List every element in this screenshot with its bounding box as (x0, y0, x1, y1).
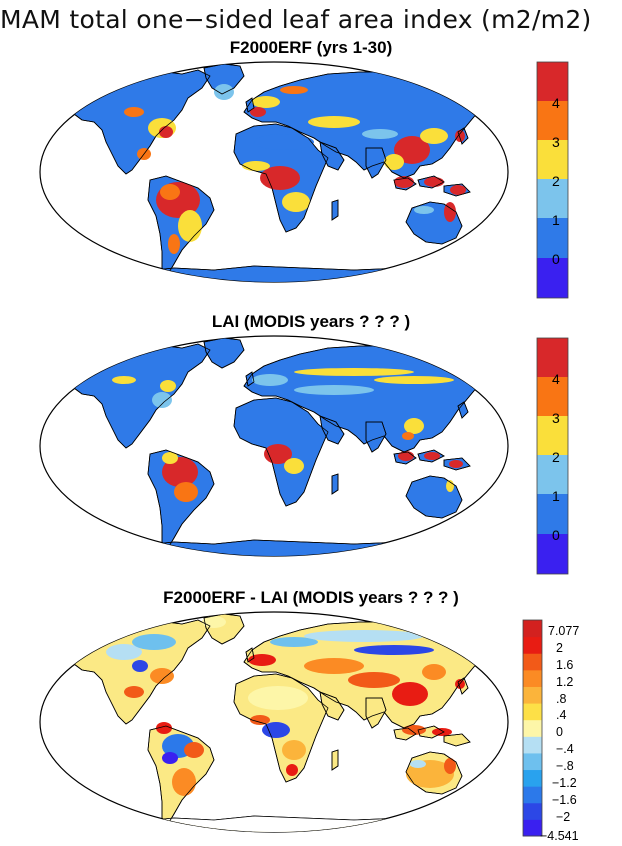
cb3-swatch-4 (523, 686, 542, 704)
map-panel-3 (39, 611, 509, 833)
cb3-swatch-11 (523, 802, 542, 820)
colorbar-2: 0 1 2 3 4 (536, 337, 569, 575)
panel-1-title: F2000ERF (yrs 1-30) (229, 38, 393, 57)
cb3-label-10: −1.6 (552, 793, 577, 807)
cb1-label-4: 4 (552, 95, 560, 111)
cb3-swatch-6 (523, 719, 542, 737)
cb3-label-7: −.4 (556, 742, 574, 756)
cb2-label-1: 1 (552, 488, 560, 504)
cb2-swatch-3 (537, 416, 568, 455)
cb3-swatch-9 (523, 769, 542, 787)
cb1-swatch-0 (537, 258, 568, 298)
cb3-swatch-8 (523, 752, 542, 771)
cb3-label-0: 7.077 (548, 624, 579, 638)
cb3-swatch-7 (523, 736, 542, 754)
map-3-hotspots (106, 616, 465, 832)
cb3-label-1: 2 (556, 641, 563, 655)
map-panel-2 (39, 335, 509, 557)
cb3-swatch-3 (523, 669, 542, 687)
map-2-hotspots (112, 368, 463, 502)
cb2-swatch-0 (537, 534, 568, 574)
cb3-label-3: 1.2 (556, 675, 573, 689)
cb1-swatch-4 (537, 101, 568, 140)
cb1-swatch-5 (537, 62, 568, 101)
cb2-swatch-2 (537, 455, 568, 494)
cb3-label-4: .8 (556, 692, 566, 706)
panel-2-title: LAI (MODIS years ? ? ? ) (211, 312, 411, 331)
cb3-label-8: −.8 (556, 759, 574, 773)
panel-3-title: F2000ERF - LAI (MODIS years ? ? ? ) (163, 588, 459, 607)
cb2-label-2: 2 (552, 449, 560, 465)
colorbar-1: 0 1 2 3 4 (536, 61, 569, 299)
cb3-label-11: −2 (556, 810, 570, 824)
cb2-label-4: 4 (552, 371, 560, 387)
cb3-swatch-0 (523, 620, 542, 638)
cb2-label-3: 3 (552, 410, 560, 426)
cb3-swatch-5 (523, 703, 542, 721)
cb2-swatch-1 (537, 494, 568, 534)
cb3-label-9: −1.2 (552, 776, 577, 790)
figure-title: MAM total one−sided leaf area index (m2/… (0, 5, 592, 34)
cb3-label-2: 1.6 (556, 658, 573, 672)
cb3-label-12: −4.541 (540, 829, 579, 843)
cb1-swatch-2 (537, 179, 568, 218)
cb3-swatch-10 (523, 786, 542, 804)
cb1-swatch-3 (537, 140, 568, 179)
cb1-label-3: 3 (552, 134, 560, 150)
cb3-label-5: .4 (556, 708, 566, 722)
map-1-hotspots (124, 84, 466, 254)
cb2-label-0: 0 (552, 527, 560, 543)
cb1-label-2: 2 (552, 173, 560, 189)
colorbar-3: 7.077 2 1.6 1.2 .8 .4 0 −.4 −.8 −1.2 −1.… (522, 619, 579, 843)
cb3-label-6: 0 (556, 725, 563, 739)
cb3-swatch-1 (523, 636, 542, 654)
cb1-label-1: 1 (552, 212, 560, 228)
cb1-swatch-1 (537, 218, 568, 258)
cb3-swatch-2 (523, 653, 542, 671)
cb2-swatch-5 (537, 338, 568, 377)
map-panel-1 (39, 61, 509, 283)
cb2-swatch-4 (537, 377, 568, 416)
cb3-swatch-12 (523, 819, 542, 837)
cb1-label-0: 0 (552, 251, 560, 267)
